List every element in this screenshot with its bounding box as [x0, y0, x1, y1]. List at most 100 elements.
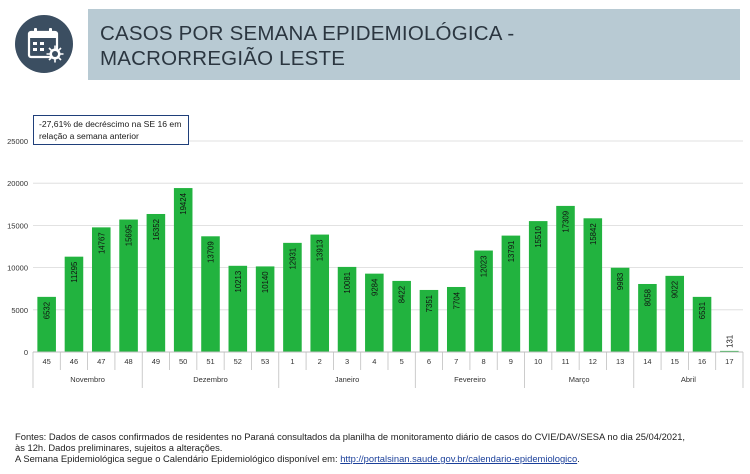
- month-label: Janeiro: [335, 375, 360, 384]
- bar-value-label: 13791: [507, 241, 516, 263]
- y-tick-label: 0: [24, 348, 28, 357]
- bar: [228, 265, 248, 352]
- x-tick-label: 5: [400, 357, 404, 366]
- bar: [556, 205, 575, 352]
- x-tick-label: 47: [97, 357, 105, 366]
- bar-value-label: 17309: [562, 211, 571, 233]
- bar-value-label: 8422: [398, 286, 407, 303]
- bar-value-label: 9022: [671, 281, 680, 298]
- x-tick-label: 16: [698, 357, 706, 366]
- bar-value-label: 14767: [97, 232, 106, 254]
- bar-value-label: 7704: [452, 291, 461, 309]
- y-tick-label: 5000: [11, 306, 28, 315]
- month-label: Dezembro: [193, 375, 228, 384]
- annotation-line-1: -27,61% de decréscimo na SE 16 em: [39, 119, 182, 129]
- bar-value-label: 19424: [179, 192, 188, 214]
- x-tick-label: 10: [534, 357, 542, 366]
- bar-value-label: 12023: [480, 256, 489, 278]
- bar-value-label: 9983: [616, 273, 625, 290]
- x-tick-label: 17: [725, 357, 733, 366]
- title-line-2: MACRORREGIÃO LESTE: [100, 47, 346, 70]
- x-tick-label: 6: [427, 357, 431, 366]
- x-tick-label: 49: [152, 357, 160, 366]
- bar-value-label: 11295: [70, 261, 79, 283]
- bar: [173, 188, 193, 352]
- annotation-line-2: relação a semana anterior: [39, 131, 139, 141]
- bar: [665, 275, 685, 352]
- x-tick-label: 7: [454, 357, 458, 366]
- month-label: Março: [569, 375, 590, 384]
- x-tick-label: 13: [616, 357, 624, 366]
- footer-notes: Fontes: Dados de casos confirmados de re…: [15, 431, 745, 464]
- bar: [419, 289, 439, 352]
- bar: [692, 296, 712, 352]
- bar-value-label: 13709: [207, 241, 216, 263]
- bar: [528, 221, 548, 352]
- bar: [283, 242, 302, 352]
- bar: [583, 218, 603, 352]
- x-tick-label: 12: [589, 357, 597, 366]
- bar-value-label: 10213: [234, 271, 243, 293]
- bar: [638, 283, 657, 352]
- x-tick-label: 46: [70, 357, 78, 366]
- x-tick-label: 53: [261, 357, 269, 366]
- bar-value-label: 10081: [343, 272, 352, 294]
- bar-value-label: 6531: [698, 302, 707, 319]
- bar-value-label: 16352: [152, 219, 161, 241]
- bar-value-label: 131: [725, 335, 734, 348]
- x-tick-label: 45: [42, 357, 50, 366]
- x-tick-label: 3: [345, 357, 349, 366]
- title-line-1: CASOS POR SEMANA EPIDEMIOLÓGICA -: [100, 22, 515, 45]
- bar: [37, 296, 56, 352]
- footer-line-1: Fontes: Dados de casos confirmados de re…: [15, 431, 686, 442]
- bar: [392, 280, 411, 352]
- x-tick-label: 1: [290, 357, 294, 366]
- bar: [201, 236, 220, 352]
- bar-value-label: 7351: [425, 295, 434, 312]
- x-tick-label: 48: [124, 357, 132, 366]
- bar: [720, 350, 739, 352]
- bar: [310, 234, 330, 352]
- bar: [91, 227, 111, 352]
- chart-annotation: -27,61% de decréscimo na SE 16 em relaçã…: [33, 115, 189, 145]
- bar-value-label: 15842: [589, 223, 598, 245]
- y-tick-label: 25000: [7, 137, 28, 146]
- bar: [255, 266, 275, 352]
- y-tick-label: 20000: [7, 179, 28, 188]
- month-label: Fevereiro: [454, 375, 486, 384]
- bar-value-label: 8058: [643, 289, 652, 306]
- bar: [365, 273, 384, 352]
- bar: [501, 235, 521, 352]
- x-tick-label: 52: [234, 357, 242, 366]
- bar-value-label: 6532: [43, 302, 52, 319]
- y-tick-label: 15000: [7, 221, 28, 230]
- footer-line-3-suffix: .: [577, 453, 580, 464]
- x-tick-label: 50: [179, 357, 187, 366]
- calendar-virus-icon: [15, 15, 73, 73]
- bar-value-label: 10140: [261, 271, 270, 293]
- y-tick-label: 10000: [7, 264, 28, 273]
- bar: [610, 267, 630, 352]
- bar-value-label: 13913: [316, 240, 325, 262]
- x-tick-label: 15: [671, 357, 679, 366]
- bar: [474, 250, 493, 352]
- footer-line-3-prefix: A Semana Epidemiológica segue o Calendár…: [15, 453, 341, 464]
- bar-value-label: 15695: [125, 224, 134, 246]
- x-tick-label: 51: [206, 357, 214, 366]
- cases-bar-chart: 0500010000150002000025000653245112954614…: [7, 137, 744, 388]
- x-tick-label: 9: [509, 357, 513, 366]
- x-tick-label: 8: [481, 357, 485, 366]
- bar-value-label: 12931: [288, 248, 297, 270]
- bar: [119, 219, 138, 352]
- bar-value-label: 9284: [370, 278, 379, 296]
- x-tick-label: 11: [562, 357, 570, 366]
- bar: [337, 266, 357, 352]
- calendar-link[interactable]: http://portalsinan.saude.gov.br/calendar…: [340, 453, 578, 464]
- bar: [446, 286, 466, 352]
- footer-line-2: às 12h. Dados preliminares, sujeitos a a…: [15, 442, 223, 453]
- month-label: Abril: [681, 375, 696, 384]
- x-tick-label: 4: [372, 357, 376, 366]
- bar: [64, 256, 84, 352]
- x-tick-label: 2: [318, 357, 322, 366]
- month-label: Novembro: [70, 375, 105, 384]
